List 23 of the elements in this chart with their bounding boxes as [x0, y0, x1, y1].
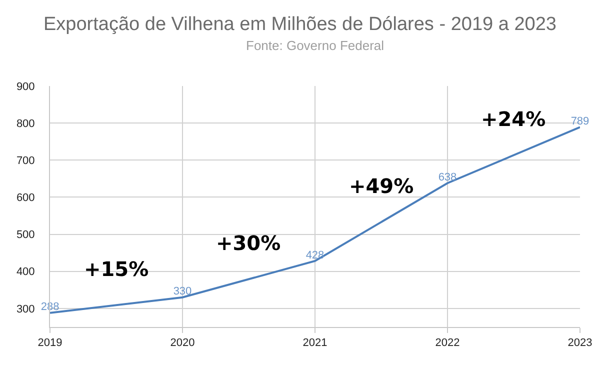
- data-label: 638: [438, 171, 457, 184]
- y-tick-label: 800: [16, 118, 35, 130]
- data-label: 330: [173, 286, 192, 298]
- data-label: 789: [570, 115, 590, 128]
- y-tick-label: 300: [16, 303, 35, 316]
- annotation: +24%: [481, 107, 546, 131]
- y-tick-label: 600: [16, 192, 35, 204]
- x-tick-label: 2019: [38, 337, 62, 350]
- x-tick-label: 2021: [302, 337, 328, 350]
- x-tick-label: 2023: [568, 337, 592, 350]
- x-tick-label: 2020: [170, 337, 195, 350]
- y-tick-label: 400: [16, 266, 35, 278]
- annotation: +15%: [84, 257, 149, 281]
- data-label: 428: [306, 249, 324, 262]
- y-tick-label: 500: [16, 229, 35, 242]
- chart-subtitle: Fonte: Governo Federal: [246, 38, 384, 53]
- chart-title: Exportação de Vilhena em Milhões de Dólares - 2019 a 2023: [44, 14, 556, 35]
- y-tick-label: 900: [16, 80, 35, 93]
- x-tick-label: 2022: [435, 337, 460, 350]
- y-tick-label: 700: [16, 155, 35, 167]
- annotation: +30%: [216, 231, 281, 255]
- data-label: 288: [40, 301, 60, 314]
- annotation: +49%: [349, 174, 414, 198]
